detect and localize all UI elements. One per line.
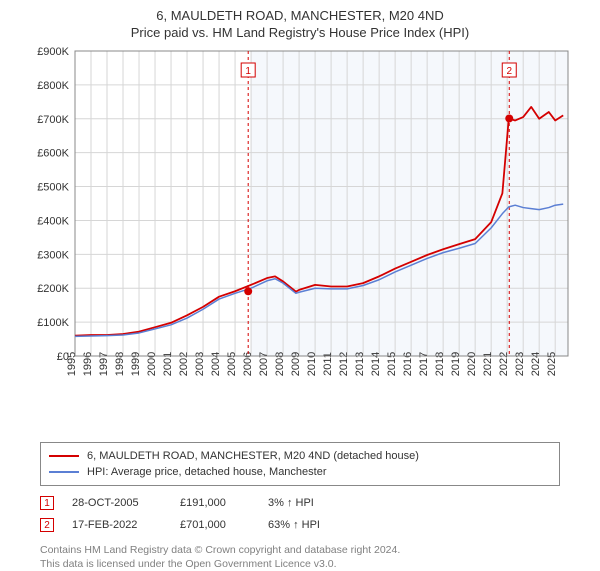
footer-attribution: Contains HM Land Registry data © Crown c… <box>40 544 560 571</box>
svg-text:2025: 2025 <box>546 352 558 376</box>
svg-text:2017: 2017 <box>418 352 430 376</box>
legend-row: 6, MAULDETH ROAD, MANCHESTER, M20 4ND (d… <box>49 448 551 464</box>
svg-text:2018: 2018 <box>434 352 446 376</box>
svg-text:1995: 1995 <box>66 352 78 376</box>
svg-text:2008: 2008 <box>274 352 286 376</box>
transaction-row: 1 28-OCT-2005 £191,000 3% ↑ HPI <box>40 492 560 514</box>
svg-text:2021: 2021 <box>482 352 494 376</box>
svg-text:2019: 2019 <box>450 352 462 376</box>
chart-area: £0£100K£200K£300K£400K£500K£600K£700K£80… <box>20 46 580 436</box>
svg-text:2023: 2023 <box>514 352 526 376</box>
svg-text:£700K: £700K <box>37 114 69 126</box>
svg-text:2013: 2013 <box>354 352 366 376</box>
svg-text:£600K: £600K <box>37 148 69 160</box>
svg-text:2006: 2006 <box>242 352 254 376</box>
title-sub: Price paid vs. HM Land Registry's House … <box>18 25 582 40</box>
svg-text:2016: 2016 <box>402 352 414 376</box>
svg-text:2015: 2015 <box>386 352 398 376</box>
legend-label: HPI: Average price, detached house, Manc… <box>87 466 327 478</box>
transaction-table: 1 28-OCT-2005 £191,000 3% ↑ HPI 2 17-FEB-2022… <box>40 492 560 536</box>
svg-text:2012: 2012 <box>338 352 350 376</box>
svg-text:1: 1 <box>245 66 251 77</box>
title-main: 6, MAULDETH ROAD, MANCHESTER, M20 4ND <box>18 8 582 23</box>
transaction-price: £191,000 <box>180 497 250 509</box>
transaction-pct: 3% ↑ HPI <box>268 497 358 509</box>
svg-text:£200K: £200K <box>37 283 69 295</box>
footer-line1: Contains HM Land Registry data © Crown c… <box>40 544 560 558</box>
chart-container: 6, MAULDETH ROAD, MANCHESTER, M20 4ND Pr… <box>0 0 600 560</box>
svg-text:2020: 2020 <box>466 352 478 376</box>
legend-swatch <box>49 471 79 473</box>
svg-text:2022: 2022 <box>498 352 510 376</box>
legend-row: HPI: Average price, detached house, Manc… <box>49 464 551 480</box>
svg-text:2002: 2002 <box>178 352 190 376</box>
svg-text:2005: 2005 <box>226 352 238 376</box>
svg-text:2003: 2003 <box>194 352 206 376</box>
transaction-marker: 1 <box>40 496 54 510</box>
svg-text:1997: 1997 <box>98 352 110 376</box>
legend-box: 6, MAULDETH ROAD, MANCHESTER, M20 4ND (d… <box>40 442 560 486</box>
svg-text:£100K: £100K <box>37 317 69 329</box>
svg-text:2010: 2010 <box>306 352 318 376</box>
svg-text:1996: 1996 <box>82 352 94 376</box>
transaction-marker: 2 <box>40 518 54 532</box>
svg-text:2009: 2009 <box>290 352 302 376</box>
svg-text:1999: 1999 <box>130 352 142 376</box>
transaction-pct: 63% ↑ HPI <box>268 519 358 531</box>
svg-text:2024: 2024 <box>530 352 542 376</box>
svg-text:2001: 2001 <box>162 352 174 376</box>
svg-text:£300K: £300K <box>37 249 69 261</box>
svg-text:£900K: £900K <box>37 46 69 58</box>
svg-text:2: 2 <box>506 66 512 77</box>
svg-text:1998: 1998 <box>114 352 126 376</box>
svg-text:£800K: £800K <box>37 80 69 92</box>
transaction-row: 2 17-FEB-2022 £701,000 63% ↑ HPI <box>40 514 560 536</box>
svg-text:£400K: £400K <box>37 215 69 227</box>
line-chart-svg: £0£100K£200K£300K£400K£500K£600K£700K£80… <box>20 46 580 436</box>
transaction-date: 17-FEB-2022 <box>72 519 162 531</box>
svg-text:2014: 2014 <box>370 352 382 376</box>
svg-text:2004: 2004 <box>210 352 222 376</box>
transaction-price: £701,000 <box>180 519 250 531</box>
svg-text:2007: 2007 <box>258 352 270 376</box>
transaction-date: 28-OCT-2005 <box>72 497 162 509</box>
legend-swatch <box>49 455 79 457</box>
svg-text:£500K: £500K <box>37 182 69 194</box>
title-block: 6, MAULDETH ROAD, MANCHESTER, M20 4ND Pr… <box>18 8 582 40</box>
svg-text:2000: 2000 <box>146 352 158 376</box>
legend-label: 6, MAULDETH ROAD, MANCHESTER, M20 4ND (d… <box>87 450 419 462</box>
